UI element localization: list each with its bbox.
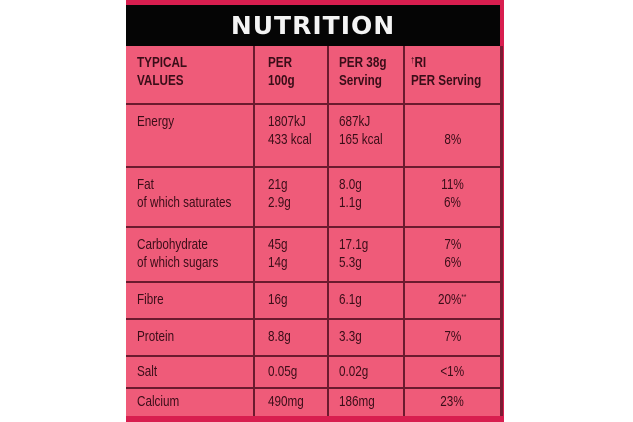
table-row-protein: Protein 8.8g 3.3g 7% (126, 320, 500, 357)
table-header-row: TYPICAL VALUES PER 100g PER 38g Serving †RI… (126, 46, 500, 105)
value-per-100g: 45g 14g (255, 228, 329, 281)
value-ri: 7% 6% (444, 236, 461, 271)
nutrient-label: Calcium (126, 389, 255, 416)
nutrient-label: Carbohydrate of which sugars (126, 228, 255, 281)
table-row-calcium: Calcium 490mg 186mg 23% (126, 389, 500, 416)
double-asterisk-mark: ** (461, 293, 467, 302)
col-header-per-serving: PER 38g Serving (329, 46, 405, 103)
value-per-serving: 0.02g (329, 357, 405, 387)
table-row-salt: Salt 0.05g 0.02g <1% (126, 357, 500, 389)
value-per-serving: 17.1g 5.3g (329, 228, 405, 281)
col-header-typical-values: TYPICAL VALUES (126, 46, 255, 103)
value-ri: 20%** (438, 291, 467, 308)
nutrition-title: NUTRITION INFORMATION (126, 5, 500, 81)
value-per-100g: 1807kJ 433 kcal (255, 105, 329, 166)
table-row-energy: Energy 1807kJ 433 kcal 687kJ 165 kcal 8% (126, 105, 500, 168)
bottom-border-strip (126, 416, 504, 422)
nutrient-label: Salt (126, 357, 255, 387)
value-per-serving: 3.3g (329, 320, 405, 355)
value-ri: <1% (440, 363, 465, 380)
value-ri: 7% (444, 328, 461, 345)
value-per-serving: 687kJ 165 kcal (329, 105, 405, 166)
value-per-100g: 21g 2.9g (255, 168, 329, 226)
value-per-100g: 8.8g (255, 320, 329, 355)
nutrient-label: Fat of which saturates (126, 168, 255, 226)
col-header-per-100g: PER 100g (255, 46, 329, 103)
table-row-carbohydrate: Carbohydrate of which sugars 45g 14g 17.1g… (126, 228, 500, 283)
value-per-100g: 490mg (255, 389, 329, 416)
value-ri: 11% 6% (441, 176, 464, 211)
value-ri: 8% (444, 131, 461, 148)
value-per-serving: 8.0g 1.1g (329, 168, 405, 226)
dagger-mark: † (411, 56, 415, 65)
table-row-fat: Fat of which saturates 21g 2.9g 8.0g 1.1g 1… (126, 168, 500, 228)
col-header-ri-per-serving: †RI PER Serving (411, 54, 482, 89)
value-per-serving: 186mg (329, 389, 405, 416)
nutrient-label: Protein (126, 320, 255, 355)
table-row-fibre: Fibre 16g 6.1g 20%** (126, 283, 500, 320)
nutrition-table: TYPICAL VALUES PER 100g PER 38g Serving †RI… (126, 46, 503, 416)
nutrient-label: Energy (126, 105, 255, 166)
value-per-serving: 6.1g (329, 283, 405, 318)
value-per-100g: 0.05g (255, 357, 329, 387)
nutrient-label: Fibre (126, 283, 255, 318)
value-per-100g: 16g (255, 283, 329, 318)
value-ri: 23% (440, 393, 465, 410)
